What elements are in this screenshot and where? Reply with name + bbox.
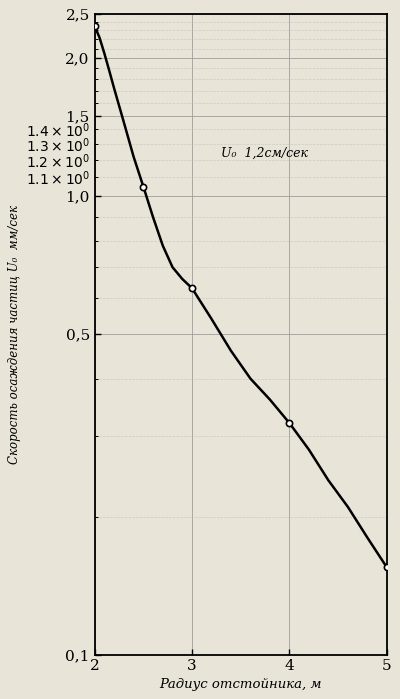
Text: U₀  1,2см/сек: U₀ 1,2см/сек [221, 147, 308, 159]
X-axis label: Радиус отстойника, м: Радиус отстойника, м [160, 677, 322, 691]
Y-axis label: Скорость осаждения частиц U₀  мм/сек: Скорость осаждения частиц U₀ мм/сек [8, 205, 21, 463]
